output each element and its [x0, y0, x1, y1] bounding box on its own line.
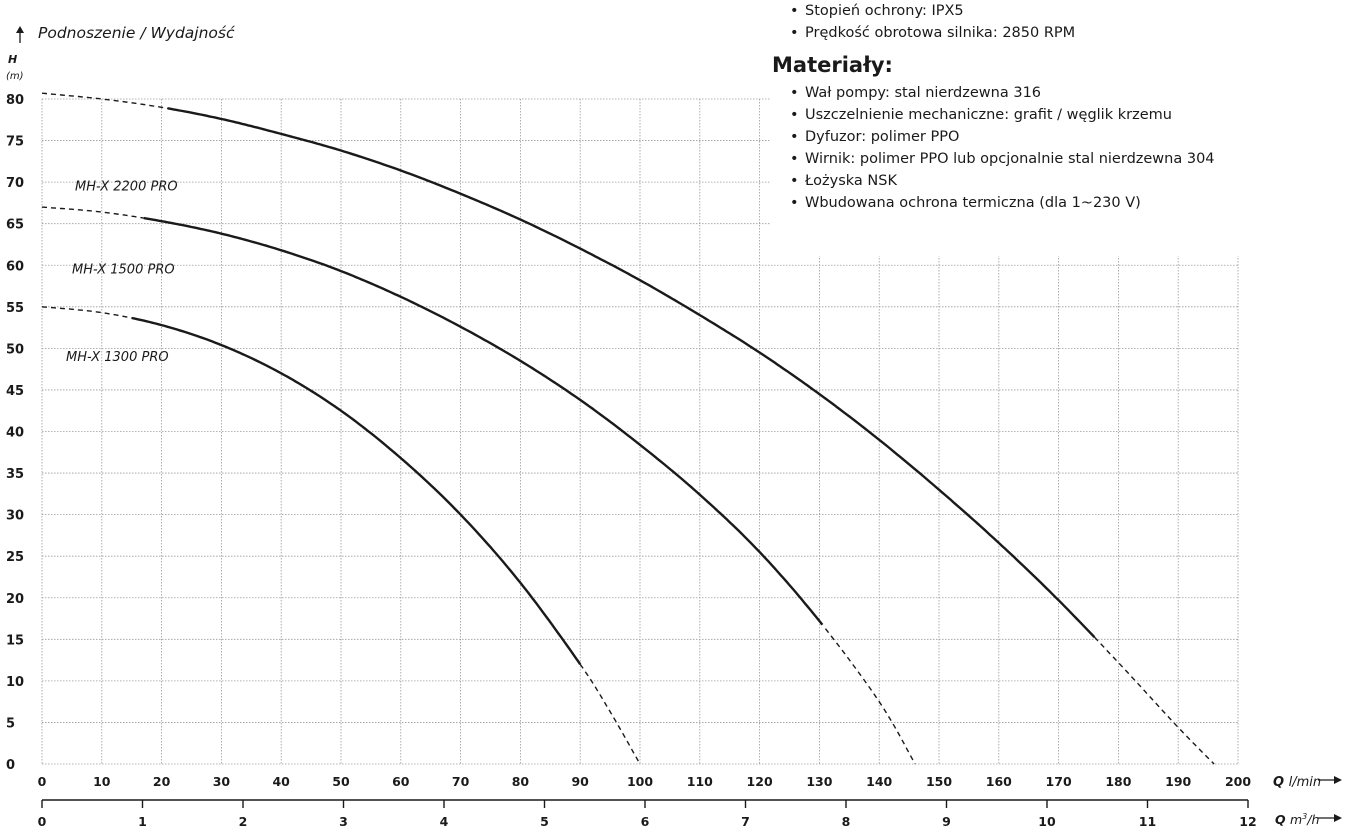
x-tick-label: 200 [1225, 774, 1251, 789]
x-tick-label: 0 [38, 774, 47, 789]
x-tick-label: 130 [806, 774, 832, 789]
x-tick-label: 100 [627, 774, 653, 789]
x-tick-label: 160 [986, 774, 1012, 789]
secondary-tick-label: 3 [339, 814, 348, 829]
curve-solid [167, 107, 1096, 639]
curve-dashed-end [1093, 636, 1215, 765]
x-tick-label: 170 [1046, 774, 1072, 789]
secondary-tick-label: 11 [1139, 814, 1156, 829]
y-tick-label: 20 [6, 592, 24, 607]
x-tick-label: 90 [571, 774, 589, 789]
spec-panel: Stopień ochrony: IPX5 Prędkość obrotowa … [772, 0, 1215, 214]
y-tick-label: 15 [6, 633, 24, 648]
y-tick-label: 45 [6, 384, 24, 399]
x-tick-label: 50 [332, 774, 350, 789]
x-tick-label: 40 [272, 774, 290, 789]
secondary-tick-label: 4 [440, 814, 449, 829]
x-axis-arrow-head [1334, 776, 1342, 784]
curve-solid [131, 316, 582, 665]
y-tick-label: 50 [6, 342, 24, 357]
x-tick-label: 10 [93, 774, 111, 789]
curve-dashed-start [41, 92, 168, 109]
material-item: Wbudowana ochrona termiczna (dla 1~230 V… [790, 192, 1215, 214]
y-tick-label: 75 [6, 135, 24, 150]
secondary-tick-label: 1 [138, 814, 147, 829]
x-tick-label: 150 [926, 774, 952, 789]
curve-solid [143, 216, 824, 626]
series-label: MH-X 1500 PRO [72, 263, 175, 278]
secondary-axis-arrow-head [1334, 814, 1342, 822]
x-tick-label: 20 [153, 774, 171, 789]
x-tick-label: 180 [1105, 774, 1131, 789]
material-item: Dyfuzor: polimer PPO [790, 126, 1215, 148]
materials-heading: Materiały: [772, 53, 893, 77]
x-axis-label: Q l/min [1273, 775, 1321, 790]
y-tick-label: 35 [6, 467, 24, 482]
y-axis-label: H [8, 53, 17, 66]
chart-title: Podnoszenie / Wydajność [38, 24, 235, 42]
y-tick-label: 40 [6, 426, 24, 441]
secondary-tick-label: 12 [1239, 814, 1256, 829]
y-tick-label: 25 [6, 550, 24, 565]
material-item: Wirnik: polimer PPO lub opcjonalnie stal… [790, 148, 1215, 170]
secondary-axis-label: Q m3/h [1275, 812, 1319, 827]
x-tick-label: 30 [213, 774, 231, 789]
y-tick-label: 10 [6, 675, 24, 690]
y-tick-label: 70 [6, 176, 24, 191]
spec-list: Stopień ochrony: IPX5 Prędkość obrotowa … [790, 0, 1215, 44]
material-item: Uszczelnienie mechaniczne: grafit / węgl… [790, 104, 1215, 126]
y-tick-label: 30 [6, 509, 24, 524]
secondary-tick-label: 9 [942, 814, 951, 829]
secondary-tick-label: 0 [38, 814, 47, 829]
materials-list: Wał pompy: stal nierdzewna 316 Uszczelni… [790, 82, 1215, 214]
curve-dashed-end [824, 628, 916, 765]
curve-dashed-end [579, 663, 641, 765]
material-item: Łożyska NSK [790, 170, 1215, 192]
spec-item: Stopień ochrony: IPX5 [790, 0, 1215, 22]
spec-item: Prędkość obrotowa silnika: 2850 RPM [790, 22, 1215, 44]
y-tick-label: 0 [6, 758, 15, 773]
y-tick-label: 5 [6, 716, 15, 731]
x-tick-label: 70 [452, 774, 470, 789]
y-axis-unit: (m) [6, 71, 24, 82]
x-tick-label: 190 [1165, 774, 1191, 789]
x-tick-label: 120 [747, 774, 773, 789]
secondary-tick-label: 10 [1038, 814, 1056, 829]
y-tick-label: 55 [6, 301, 24, 316]
y-axis-arrow-head [16, 26, 24, 33]
material-item: Wał pompy: stal nierdzewna 316 [790, 82, 1215, 104]
axes [16, 26, 1342, 822]
secondary-tick-label: 6 [641, 814, 650, 829]
secondary-tick-label: 8 [842, 814, 851, 829]
x-tick-label: 110 [687, 774, 713, 789]
curves [41, 92, 1215, 765]
labels: Podnoszenie / WydajnośćH(m)0510152025303… [6, 24, 1321, 829]
secondary-tick-label: 2 [239, 814, 248, 829]
y-tick-label: 80 [6, 93, 24, 108]
y-tick-label: 65 [6, 218, 24, 233]
x-tick-label: 80 [512, 774, 530, 789]
y-tick-label: 60 [6, 259, 24, 274]
curve-dashed-start [41, 306, 132, 319]
secondary-tick-label: 7 [741, 814, 750, 829]
series-label: MH-X 2200 PRO [75, 179, 178, 194]
x-tick-label: 60 [392, 774, 410, 789]
series-label: MH-X 1300 PRO [66, 350, 169, 365]
curve-dashed-start [41, 206, 144, 219]
x-tick-label: 140 [866, 774, 892, 789]
secondary-tick-label: 5 [540, 814, 549, 829]
